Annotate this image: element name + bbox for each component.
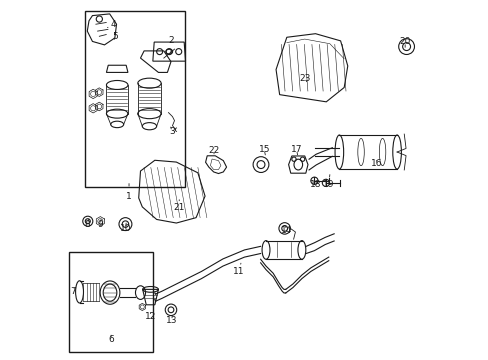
Text: 19: 19 — [323, 175, 334, 189]
Text: 2: 2 — [168, 36, 173, 53]
Text: 9: 9 — [97, 220, 103, 229]
Text: 1: 1 — [126, 184, 132, 201]
Text: 14: 14 — [281, 226, 292, 235]
Text: 10: 10 — [120, 223, 131, 233]
Text: 6: 6 — [108, 335, 114, 344]
Bar — [85, 12, 185, 187]
Text: 12: 12 — [144, 312, 156, 321]
Text: 13: 13 — [166, 316, 178, 325]
Text: 5: 5 — [112, 32, 118, 41]
Text: 20: 20 — [399, 37, 410, 47]
Text: 16: 16 — [370, 159, 382, 168]
Text: 21: 21 — [173, 200, 184, 212]
Text: 22: 22 — [208, 146, 219, 155]
Text: 17: 17 — [290, 145, 302, 155]
Text: 7: 7 — [70, 287, 76, 296]
Text: 23: 23 — [299, 75, 310, 84]
Text: 18: 18 — [309, 180, 321, 189]
Text: 11: 11 — [233, 263, 244, 276]
Text: 15: 15 — [258, 145, 269, 155]
Text: 4: 4 — [107, 19, 116, 28]
Bar — [69, 252, 153, 352]
Text: 3: 3 — [169, 127, 175, 136]
Text: 8: 8 — [84, 220, 90, 229]
